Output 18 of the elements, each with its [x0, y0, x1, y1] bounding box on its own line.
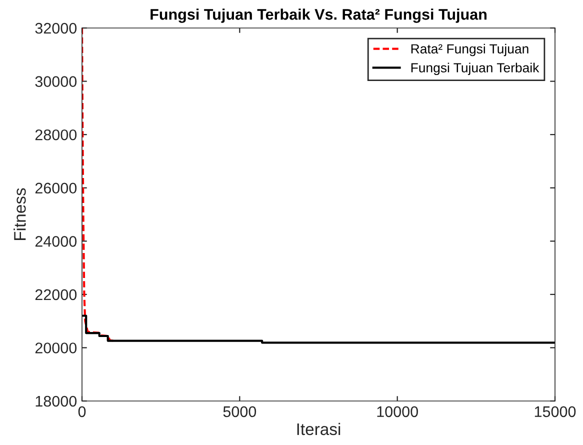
y-tick-label: 32000: [35, 22, 77, 34]
chart-title: Fungsi Tujuan Terbaik Vs. Rata² Fungsi Tujuan: [150, 8, 486, 23]
x-tick-label: 15000: [534, 406, 576, 418]
x-axis-title: Iterasi: [297, 422, 340, 436]
x-tick-label: 0: [78, 406, 86, 418]
legend-label: Rata² Fungsi Tujuan: [411, 44, 528, 56]
x-tick-label: 5000: [223, 406, 256, 418]
legend-label: Fungsi Tujuan Terbaik: [411, 62, 540, 76]
x-tick-label: 10000: [377, 406, 418, 418]
y-tick-label: 26000: [35, 182, 77, 194]
y-tick-label: 20000: [35, 342, 77, 354]
y-tick-label: 24000: [35, 236, 77, 247]
y-tick-label: 18000: [36, 396, 77, 407]
y-axis-title: Fitness: [14, 188, 26, 240]
y-tick-label: 30000: [35, 76, 77, 87]
y-tick-label: 22000: [35, 289, 77, 300]
line-series: [82, 314, 555, 344]
y-tick-label: 28000: [35, 129, 77, 140]
